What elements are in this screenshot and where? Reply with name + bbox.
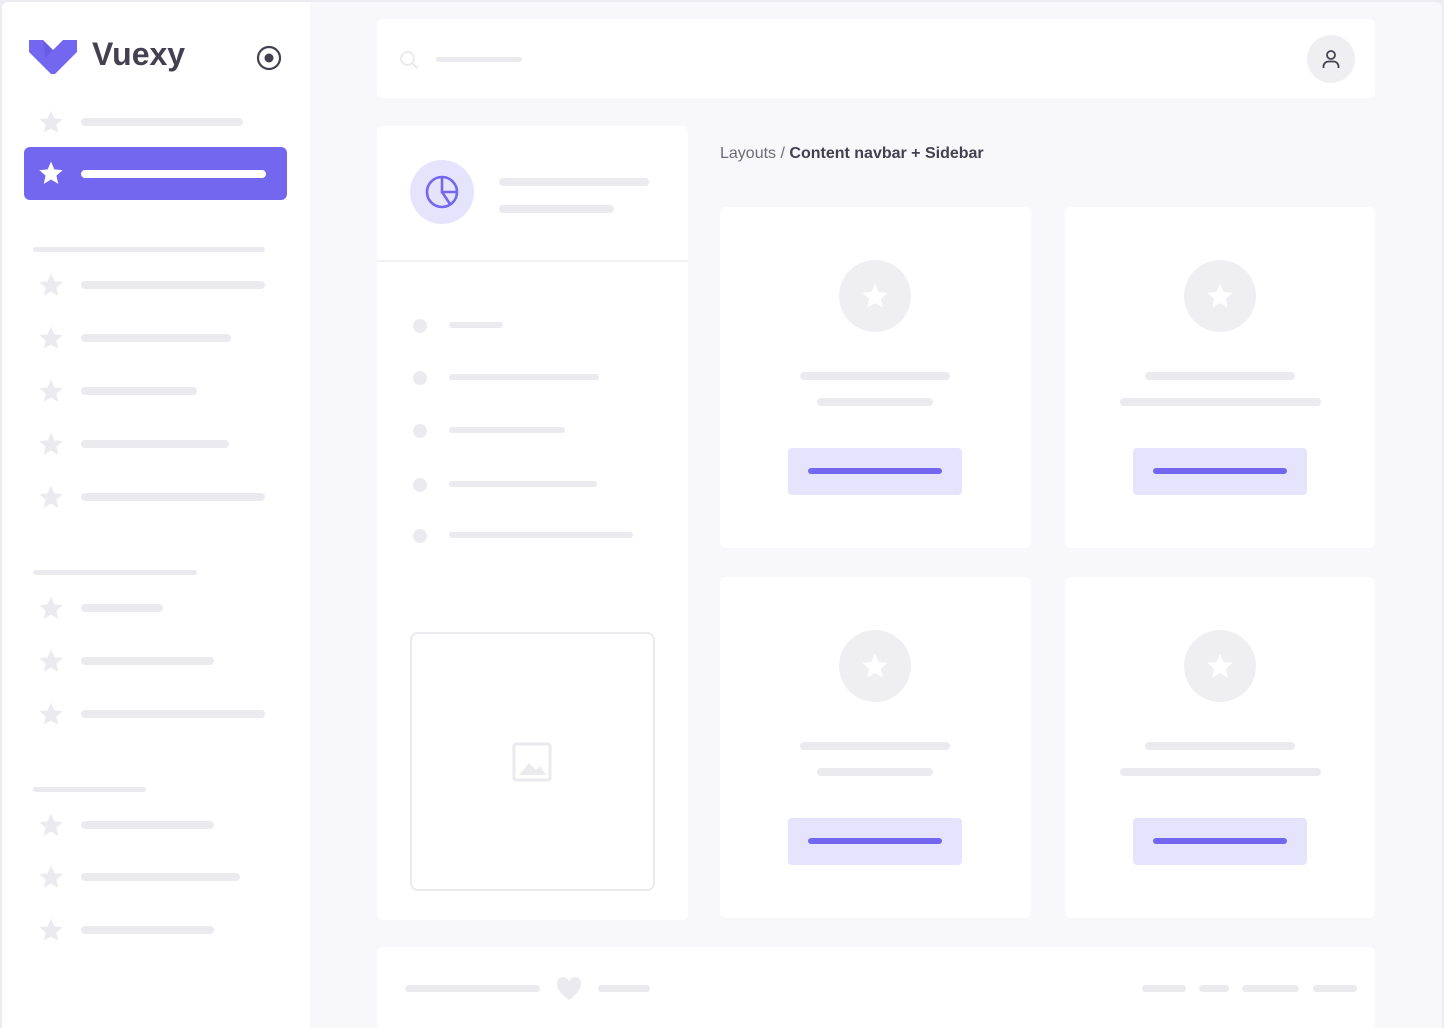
nav-item[interactable]: [81, 334, 231, 342]
card-button[interactable]: [788, 818, 962, 865]
nav-item[interactable]: [81, 710, 265, 718]
star-icon: [38, 648, 64, 674]
nav-item[interactable]: [81, 657, 214, 665]
content-card: [720, 207, 1031, 548]
list-bullet: [413, 319, 427, 333]
star-icon: [38, 701, 64, 727]
footer-link[interactable]: [1242, 985, 1299, 992]
star-icon: [38, 160, 64, 186]
card-avatar: [1184, 260, 1256, 332]
vuexy-logo: [29, 40, 77, 74]
content-card: [1065, 577, 1375, 918]
card-title: [1145, 372, 1295, 380]
search-input[interactable]: [436, 57, 522, 62]
top-navbar: [377, 19, 1375, 98]
stat-avatar: [410, 160, 474, 224]
card-button[interactable]: [1133, 448, 1307, 495]
pie-chart-icon: [425, 175, 459, 209]
card-avatar: [1184, 630, 1256, 702]
nav-item[interactable]: [81, 926, 214, 934]
title-placeholder: [499, 178, 649, 186]
breadcrumb-current: Content navbar + Sidebar: [789, 145, 984, 162]
star-icon: [38, 325, 64, 351]
list-item[interactable]: [449, 374, 599, 380]
star-icon: [38, 431, 64, 457]
image-placeholder: [410, 632, 655, 891]
footer-text: [598, 985, 650, 992]
breadcrumb: Layouts / Content navbar + Sidebar: [720, 145, 984, 163]
list-bullet: [413, 371, 427, 385]
star-icon: [38, 864, 64, 890]
nav-item[interactable]: [81, 873, 240, 881]
footer-text: [405, 985, 540, 992]
list-item[interactable]: [449, 532, 633, 538]
footer: [377, 947, 1375, 1028]
image-icon: [512, 742, 552, 782]
breadcrumb-parent[interactable]: Layouts: [720, 145, 777, 162]
star-icon: [861, 652, 889, 680]
star-icon: [861, 282, 889, 310]
card-title: [800, 372, 950, 380]
nav-item[interactable]: [81, 387, 197, 395]
list-bullet: [413, 529, 427, 543]
list-item[interactable]: [449, 427, 565, 433]
footer-link[interactable]: [1199, 985, 1229, 992]
content-card: [1065, 207, 1375, 548]
user-avatar[interactable]: [1307, 35, 1355, 83]
section-divider: [33, 247, 265, 252]
list-item[interactable]: [449, 322, 503, 328]
star-icon: [1206, 652, 1234, 680]
star-icon: [1206, 282, 1234, 310]
card-subtitle: [817, 768, 933, 776]
card-avatar: [839, 630, 911, 702]
list-item[interactable]: [449, 481, 597, 487]
nav-item-label: [81, 170, 266, 178]
nav-item[interactable]: [81, 821, 214, 829]
star-icon: [38, 917, 64, 943]
nav-item[interactable]: [81, 281, 265, 289]
nav-item-active[interactable]: [24, 147, 287, 200]
section-divider: [33, 787, 146, 792]
content-card: [720, 577, 1031, 918]
content-sidebar: [377, 126, 688, 920]
star-icon: [38, 272, 64, 298]
card-subtitle: [817, 398, 933, 406]
card-button[interactable]: [1133, 818, 1307, 865]
heart-icon: [556, 977, 582, 1000]
nav-item[interactable]: [81, 493, 265, 501]
nav-item[interactable]: [81, 440, 229, 448]
card-subtitle: [1120, 398, 1321, 406]
star-icon: [38, 378, 64, 404]
card-button[interactable]: [788, 448, 962, 495]
nav-item[interactable]: [81, 604, 163, 612]
card-title: [800, 742, 950, 750]
star-icon: [38, 812, 64, 838]
nav-item[interactable]: [81, 118, 243, 126]
user-icon: [1322, 50, 1340, 68]
sidebar: Vuexy: [2, 2, 310, 1028]
star-icon: [38, 484, 64, 510]
list-bullet: [413, 424, 427, 438]
list-bullet: [413, 478, 427, 492]
breadcrumb-separator: /: [776, 145, 790, 162]
footer-link[interactable]: [1142, 985, 1186, 992]
radio-circle-icon[interactable]: [256, 45, 282, 71]
search-icon[interactable]: [399, 50, 419, 70]
card-subtitle: [1120, 768, 1321, 776]
divider: [377, 260, 688, 262]
star-icon: [38, 109, 64, 135]
brand-name: Vuexy: [92, 36, 186, 72]
card-avatar: [839, 260, 911, 332]
card-title: [1145, 742, 1295, 750]
subtitle-placeholder: [499, 205, 614, 213]
star-icon: [38, 595, 64, 621]
footer-link[interactable]: [1313, 985, 1357, 992]
section-divider: [33, 570, 197, 575]
